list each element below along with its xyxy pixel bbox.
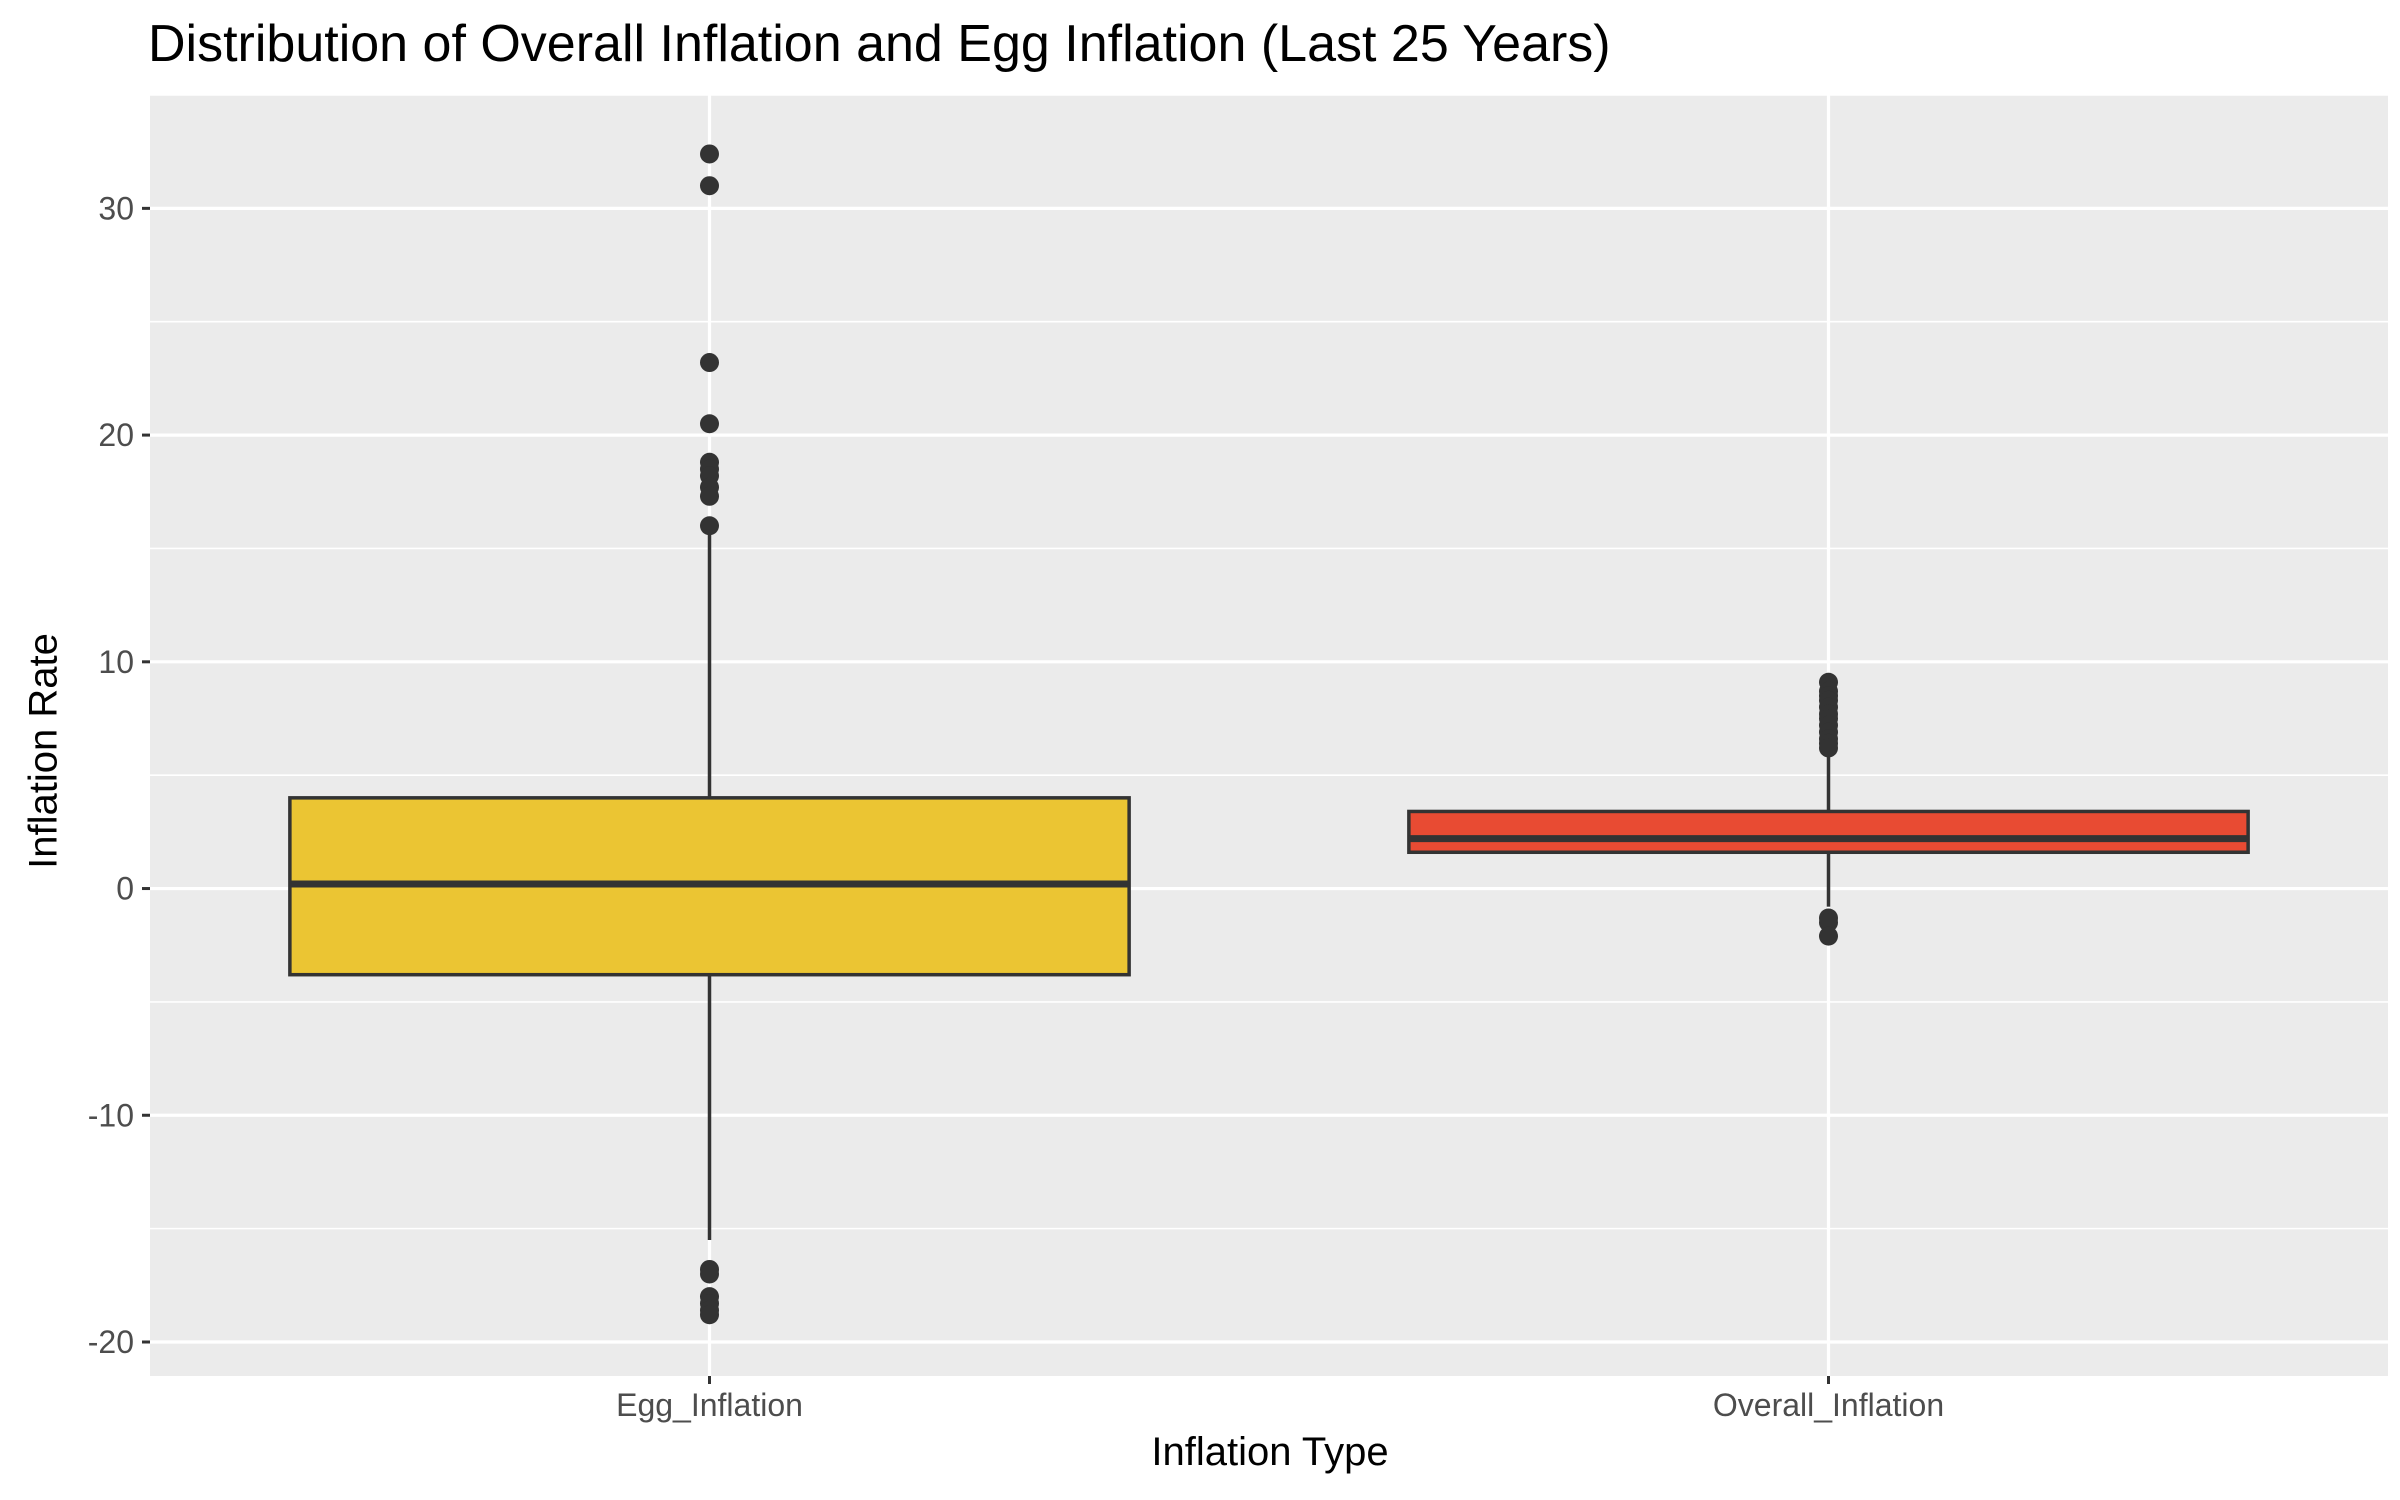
x-axis-title: Inflation Type (1151, 1430, 1389, 1474)
box (1407, 809, 2250, 855)
y-tick-label: -20 (88, 1324, 134, 1360)
outlier-point (700, 1305, 719, 1325)
y-axis-title: Inflation Rate (21, 633, 66, 869)
outlier-point (700, 516, 719, 536)
outlier-point (700, 144, 719, 164)
outlier-point (700, 414, 719, 434)
outlier-point (1819, 738, 1838, 758)
outlier-point (1819, 926, 1838, 946)
y-tick-label: 10 (98, 644, 134, 680)
outlier-point (700, 1264, 719, 1284)
y-tick-label: 0 (116, 871, 134, 907)
outlier-point (700, 353, 719, 373)
x-tick-label: Egg_Inflation (616, 1387, 803, 1423)
y-tick-label: 30 (98, 190, 134, 226)
panel-background (150, 95, 2388, 1376)
outlier-point (700, 486, 719, 506)
chart-title: Distribution of Overall Inflation and Eg… (148, 15, 1611, 73)
x-tick-label: Overall_Inflation (1713, 1387, 1944, 1423)
y-tick-label: -10 (88, 1097, 134, 1133)
outlier-point (700, 176, 719, 196)
y-tick-label: 20 (98, 417, 134, 453)
outlier-point (1819, 913, 1838, 933)
